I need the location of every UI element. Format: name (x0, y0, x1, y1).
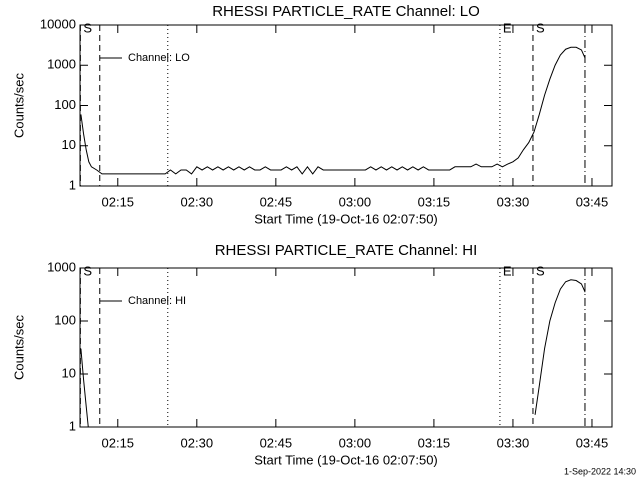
x-tick-label: 03:00 (339, 194, 372, 209)
time-marker-label: S (536, 20, 545, 35)
x-tick-label: 02:45 (260, 435, 293, 450)
time-marker-label: S (536, 263, 545, 278)
timestamp: 1-Sep-2022 14:30 (564, 466, 636, 476)
x-tick-label: 03:45 (576, 435, 609, 450)
y-tick-label: 1000 (47, 259, 76, 274)
x-axis-label: Start Time (19-Oct-16 02:07:50) (254, 452, 438, 467)
series-line (80, 279, 586, 428)
x-tick-label: 02:30 (181, 435, 214, 450)
x-tick-label: 02:15 (102, 194, 135, 209)
x-tick-label: 03:30 (497, 194, 530, 209)
chart-title: RHESSI PARTICLE_RATE Channel: HI (215, 242, 478, 259)
x-tick-label: 03:15 (418, 194, 451, 209)
legend-label: Channel: HI (128, 295, 186, 307)
y-tick-label: 100 (54, 312, 76, 327)
x-tick-label: 03:15 (418, 435, 451, 450)
x-tick-label: 02:15 (102, 435, 135, 450)
x-axis-label: Start Time (19-Oct-16 02:07:50) (254, 211, 438, 226)
chart-title: RHESSI PARTICLE_RATE Channel: LO (212, 3, 480, 20)
time-marker-label: S (83, 20, 92, 35)
y-tick-label: 10000 (40, 16, 76, 31)
y-tick-label: 1000 (47, 57, 76, 72)
y-axis-label: Counts/sec (11, 72, 26, 138)
y-axis-label: Counts/sec (11, 314, 26, 380)
y-tick-label: 10 (62, 137, 76, 152)
time-marker-label: E (503, 263, 512, 278)
series-line (80, 46, 586, 175)
plot-frame (79, 267, 613, 428)
y-tick-label: 1 (69, 418, 76, 433)
y-tick-label: 1 (69, 177, 76, 192)
y-tick-label: 10 (62, 365, 76, 380)
time-marker-label: S (83, 263, 92, 278)
y-tick-label: 100 (54, 97, 76, 112)
time-marker-label: E (503, 20, 512, 35)
x-tick-label: 02:30 (181, 194, 214, 209)
x-tick-label: 03:45 (576, 194, 609, 209)
x-tick-label: 03:30 (497, 435, 530, 450)
x-tick-label: 02:45 (260, 194, 293, 209)
x-tick-label: 03:00 (339, 435, 372, 450)
legend-label: Channel: LO (128, 52, 190, 64)
